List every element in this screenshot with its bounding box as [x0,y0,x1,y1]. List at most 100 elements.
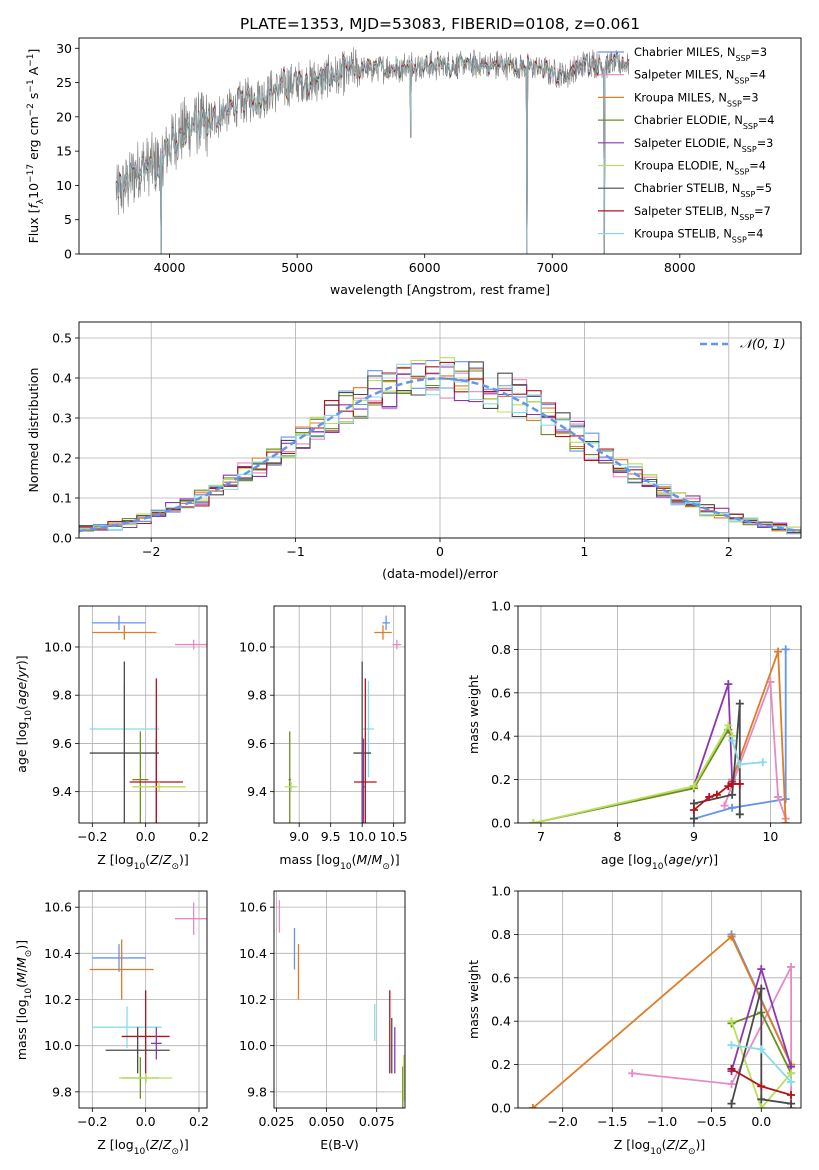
histogram-8 [79,363,801,535]
axes-frame [273,890,406,1109]
y-tick-label: 9.8 [52,688,72,703]
legend-entry: Salpeter ELODIE, NSSP=3 [634,137,773,154]
x-axis-label: mass [log10(M/M⊙)] [279,852,399,872]
series-7 [689,779,744,814]
x-tick-label: 0 [436,544,444,559]
label-part: age [14,682,29,706]
label-part: Z [162,1137,172,1152]
y-tick-label: 25 [56,75,72,90]
series-marker [705,792,714,801]
label-part: ⊙ [382,862,390,872]
legend-name: Salpeter STELIB, N [634,205,739,218]
y-axis-label: Normed distribution [26,368,41,493]
y-tick-label: 0 [64,247,72,262]
y-tick-label: 0.2 [52,451,72,466]
errorbar-point-8 [132,782,186,792]
label-part: ( [145,852,150,867]
mass-vs-ebv-panel: 0.025 0.050 0.075 9.8 10.0 10.2 10.4 10.6 E(B-V) [239,890,406,1152]
series-line [723,681,787,819]
age-vs-mass-plot-area [274,606,405,823]
x-tick-label: 0.0 [751,1114,771,1129]
label-part: ( [14,705,29,710]
x-axis-label: (data-model)/error [382,566,499,581]
y-tick-label: 0.2 [491,1057,511,1072]
y-tick-label: 0.6 [491,970,511,985]
y-tick-label: 9.6 [52,736,72,751]
y-tick-label: 10.2 [44,992,72,1007]
label-part: Z [log [614,1137,650,1152]
legend-nssp: =3 [757,137,774,150]
histogram-legend: 𝒩(0, 1) [700,336,786,351]
series-marker [728,779,737,788]
legend-sub: SSP [735,54,750,63]
label-part: −1 [26,53,36,66]
series-marker [757,1104,766,1108]
errorbar-point-7 [129,678,183,823]
label-part: Z [162,852,172,867]
label-part: / [367,852,372,867]
legend-nssp: =3 [750,46,767,59]
label-part: M [372,852,383,867]
errorbar-point-0 [92,944,146,972]
mass-vs-Z-panel: −0.2 0.0 0.29.810.010.210.410.6Z [log10(Z/… [14,890,209,1157]
x-axis-label: age [log10(age/yr)] [601,852,718,872]
y-tick-label: 9.4 [247,784,267,799]
y-tick-label: 0.5 [52,331,72,346]
legend-nssp: =4 [749,160,766,173]
normal-curve [79,377,801,533]
residual-histogram-panel: −2 −1 0 1 2 0.0 0.1 0.2 0.3 0.4 0.5 𝒩(0, 1) (data-mo… [26,321,802,581]
series-marker [787,962,796,971]
x-tick-label: −1 [286,544,304,559]
y-tick-label: 0.0 [52,531,72,546]
axes-frame [78,605,208,824]
x-tick-label: −1.5 [597,1114,627,1129]
legend-nssp: =4 [749,69,766,82]
series-marker [735,760,744,769]
x-tick-label: −1.0 [647,1114,677,1129]
series-marker [735,810,744,819]
label-part: 10 [26,183,41,199]
y-tick-label: 30 [56,41,72,56]
errorbar-point-5 [151,1027,162,1060]
legend-name: Salpeter MILES, N [634,69,734,82]
label-part: / [14,677,29,682]
y-axis-label: mass weight [466,675,481,754]
series-line [730,988,792,1105]
series-marker [724,721,733,730]
series-marker [724,680,733,689]
label-part: 10 [24,988,34,1000]
label-part: )] [179,1137,189,1152]
mass-weight-vs-Z-panel: −2.0 −1.5 −1.0 −0.5 0.0 0.0 0.2 0.4 0.6 0.8 1.0 Z [… [466,884,802,1157]
label-part: 10 [24,710,34,722]
label-part: 10 [340,862,352,872]
series-marker [728,803,737,812]
x-tick-label: 9.5 [321,829,341,844]
legend-sub: SSP [743,122,758,131]
x-tick-label: 9 [690,829,698,844]
y-tick-label: 0.4 [52,371,72,386]
errorbar-point-8 [119,1073,173,1083]
legend-entry: Kroupa ELODIE, NSSP=4 [634,160,766,177]
x-tick-label: 2 [725,544,733,559]
series-marker [781,819,790,823]
x-tick-label: 7000 [536,260,568,275]
errorbar-point-0 [92,615,146,631]
y-tick-label: 10 [56,178,72,193]
observed-spectrum [115,47,630,254]
series-marker [787,1099,796,1108]
label-part: Z [149,852,159,867]
x-tick-label: 5000 [281,260,313,275]
x-tick-label: −2 [142,544,160,559]
label-part: Z [log [97,1137,133,1152]
label-part: ⊙ [171,1147,179,1157]
age-vs-Z-plot-area [79,606,207,823]
mass-weight-vs-Z-plot-area [518,891,801,1108]
x-tick-label: 4000 [154,260,186,275]
mass-vs-ebv-plot-area [274,891,405,1108]
legend-name: Salpeter ELODIE, N [634,137,742,150]
label-part: ] [26,49,41,54]
axes-frame [78,321,802,539]
errorbar-point-4 [121,990,170,1083]
y-tick-label: 10.0 [239,639,267,654]
